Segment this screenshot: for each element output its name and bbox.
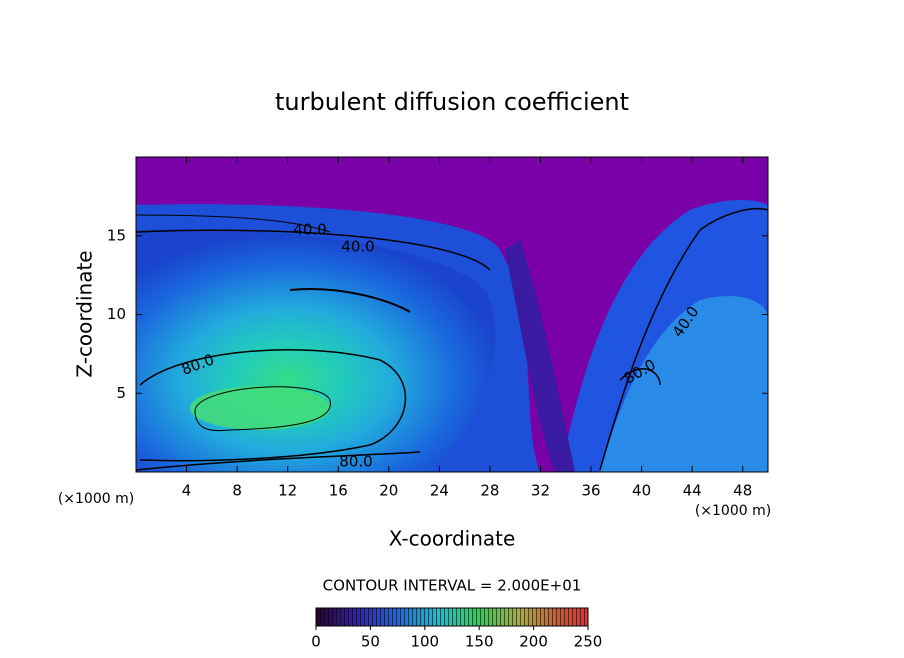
contour-field [136,157,768,472]
x-unit-label: (×1000 m) [58,491,134,507]
x-tick-label: 28 [480,482,499,500]
x-tick-label: 4 [182,482,192,500]
colorbar-tick-label: 200 [519,633,548,651]
x-tick-label: 24 [430,482,449,500]
x-tick-label: 12 [278,482,297,500]
y-axis-title: Z-coordinate [73,250,97,377]
colorbar-tick-label: 0 [311,633,321,651]
chart-title: turbulent diffusion coefficient [275,88,629,116]
x-axis-title: X-coordinate [389,527,516,551]
x-tick-label: 32 [531,482,550,500]
colorbar-tick-label: 150 [465,633,494,651]
contour-label: 40.0 [341,238,374,256]
x-tick-label: 44 [683,482,702,500]
contour-label: 40.0 [293,221,326,239]
x-tick-label: 36 [581,482,600,500]
x-tick-label: 8 [232,482,242,500]
contour-interval: CONTOUR INTERVAL = 2.000E+01 [323,577,582,595]
x-unit-label-right: (×1000 m) [695,503,771,519]
x-tick-label: 16 [329,482,348,500]
y-tick-label: 15 [107,226,126,244]
x-tick-label: 48 [733,482,752,500]
colorbar-tick-label: 50 [361,633,380,651]
colorbar-tick-label: 100 [410,633,439,651]
colorbar-frame [315,607,589,627]
y-tick-label: 10 [107,305,126,323]
colorbar-tick-label: 250 [574,633,603,651]
contour-label: 80.0 [339,453,372,471]
x-tick-label: 40 [632,482,651,500]
x-tick-label: 20 [379,482,398,500]
y-tick-label: 5 [116,384,126,402]
